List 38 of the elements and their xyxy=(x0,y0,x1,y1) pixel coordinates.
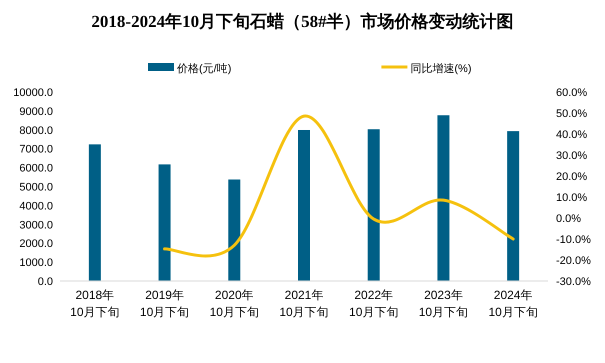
legend-label: 同比增速(%) xyxy=(410,62,472,75)
y-tick-label: 2000.0 xyxy=(19,238,53,250)
y-tick-label: 7000.0 xyxy=(19,144,53,156)
y-tick-label: 1000.0 xyxy=(19,257,53,270)
x-tick-label: 2023年 10月下旬 xyxy=(418,288,468,319)
y2-tick-label: -30.0% xyxy=(556,276,592,288)
x-tick-label: 2020年 10月下旬 xyxy=(210,288,259,319)
y2-tick-label: 40.0% xyxy=(556,129,588,141)
y2-tick-label: 50.0% xyxy=(556,108,588,120)
bar xyxy=(88,144,101,281)
y-tick-label: 3000.0 xyxy=(19,219,53,232)
chart-title: 2018-2024年10月下旬石蜡（58#半）市场价格变动统计图 xyxy=(91,12,514,31)
bar xyxy=(368,129,380,281)
x-tick-label: 2018年 10月下旬 xyxy=(70,288,120,319)
y-tick-label: 8000.0 xyxy=(19,124,53,137)
y2-tick-label: 0.0% xyxy=(556,213,582,225)
x-tick-label: 2024年 10月下旬 xyxy=(488,288,538,319)
y-tick-label: 0.0 xyxy=(38,276,53,288)
bar xyxy=(228,180,240,281)
y-tick-label: 6000.0 xyxy=(19,162,53,175)
y2-tick-label: 10.0% xyxy=(556,192,588,204)
y2-tick-label: -10.0% xyxy=(556,234,592,246)
legend-label: 价格(元/吨) xyxy=(176,62,232,75)
x-tick-label: 2022年 10月下旬 xyxy=(349,288,398,319)
y2-tick-label: 60.0% xyxy=(556,87,588,99)
bar xyxy=(298,130,310,281)
bar xyxy=(507,131,520,281)
y-tick-label: 9000.0 xyxy=(19,106,53,118)
x-tick-label: 2019年 10月下旬 xyxy=(140,288,190,319)
y2-tick-label: -20.0% xyxy=(556,255,592,267)
y-tick-label: 5000.0 xyxy=(19,182,53,194)
y-tick-label: 10000.0 xyxy=(13,87,53,99)
y2-tick-label: 30.0% xyxy=(556,150,588,162)
x-tick-label: 2021年 10月下旬 xyxy=(279,288,329,319)
y2-tick-label: 20.0% xyxy=(556,171,588,183)
bar xyxy=(437,115,450,281)
y-tick-label: 4000.0 xyxy=(19,200,53,212)
bar xyxy=(158,164,171,281)
